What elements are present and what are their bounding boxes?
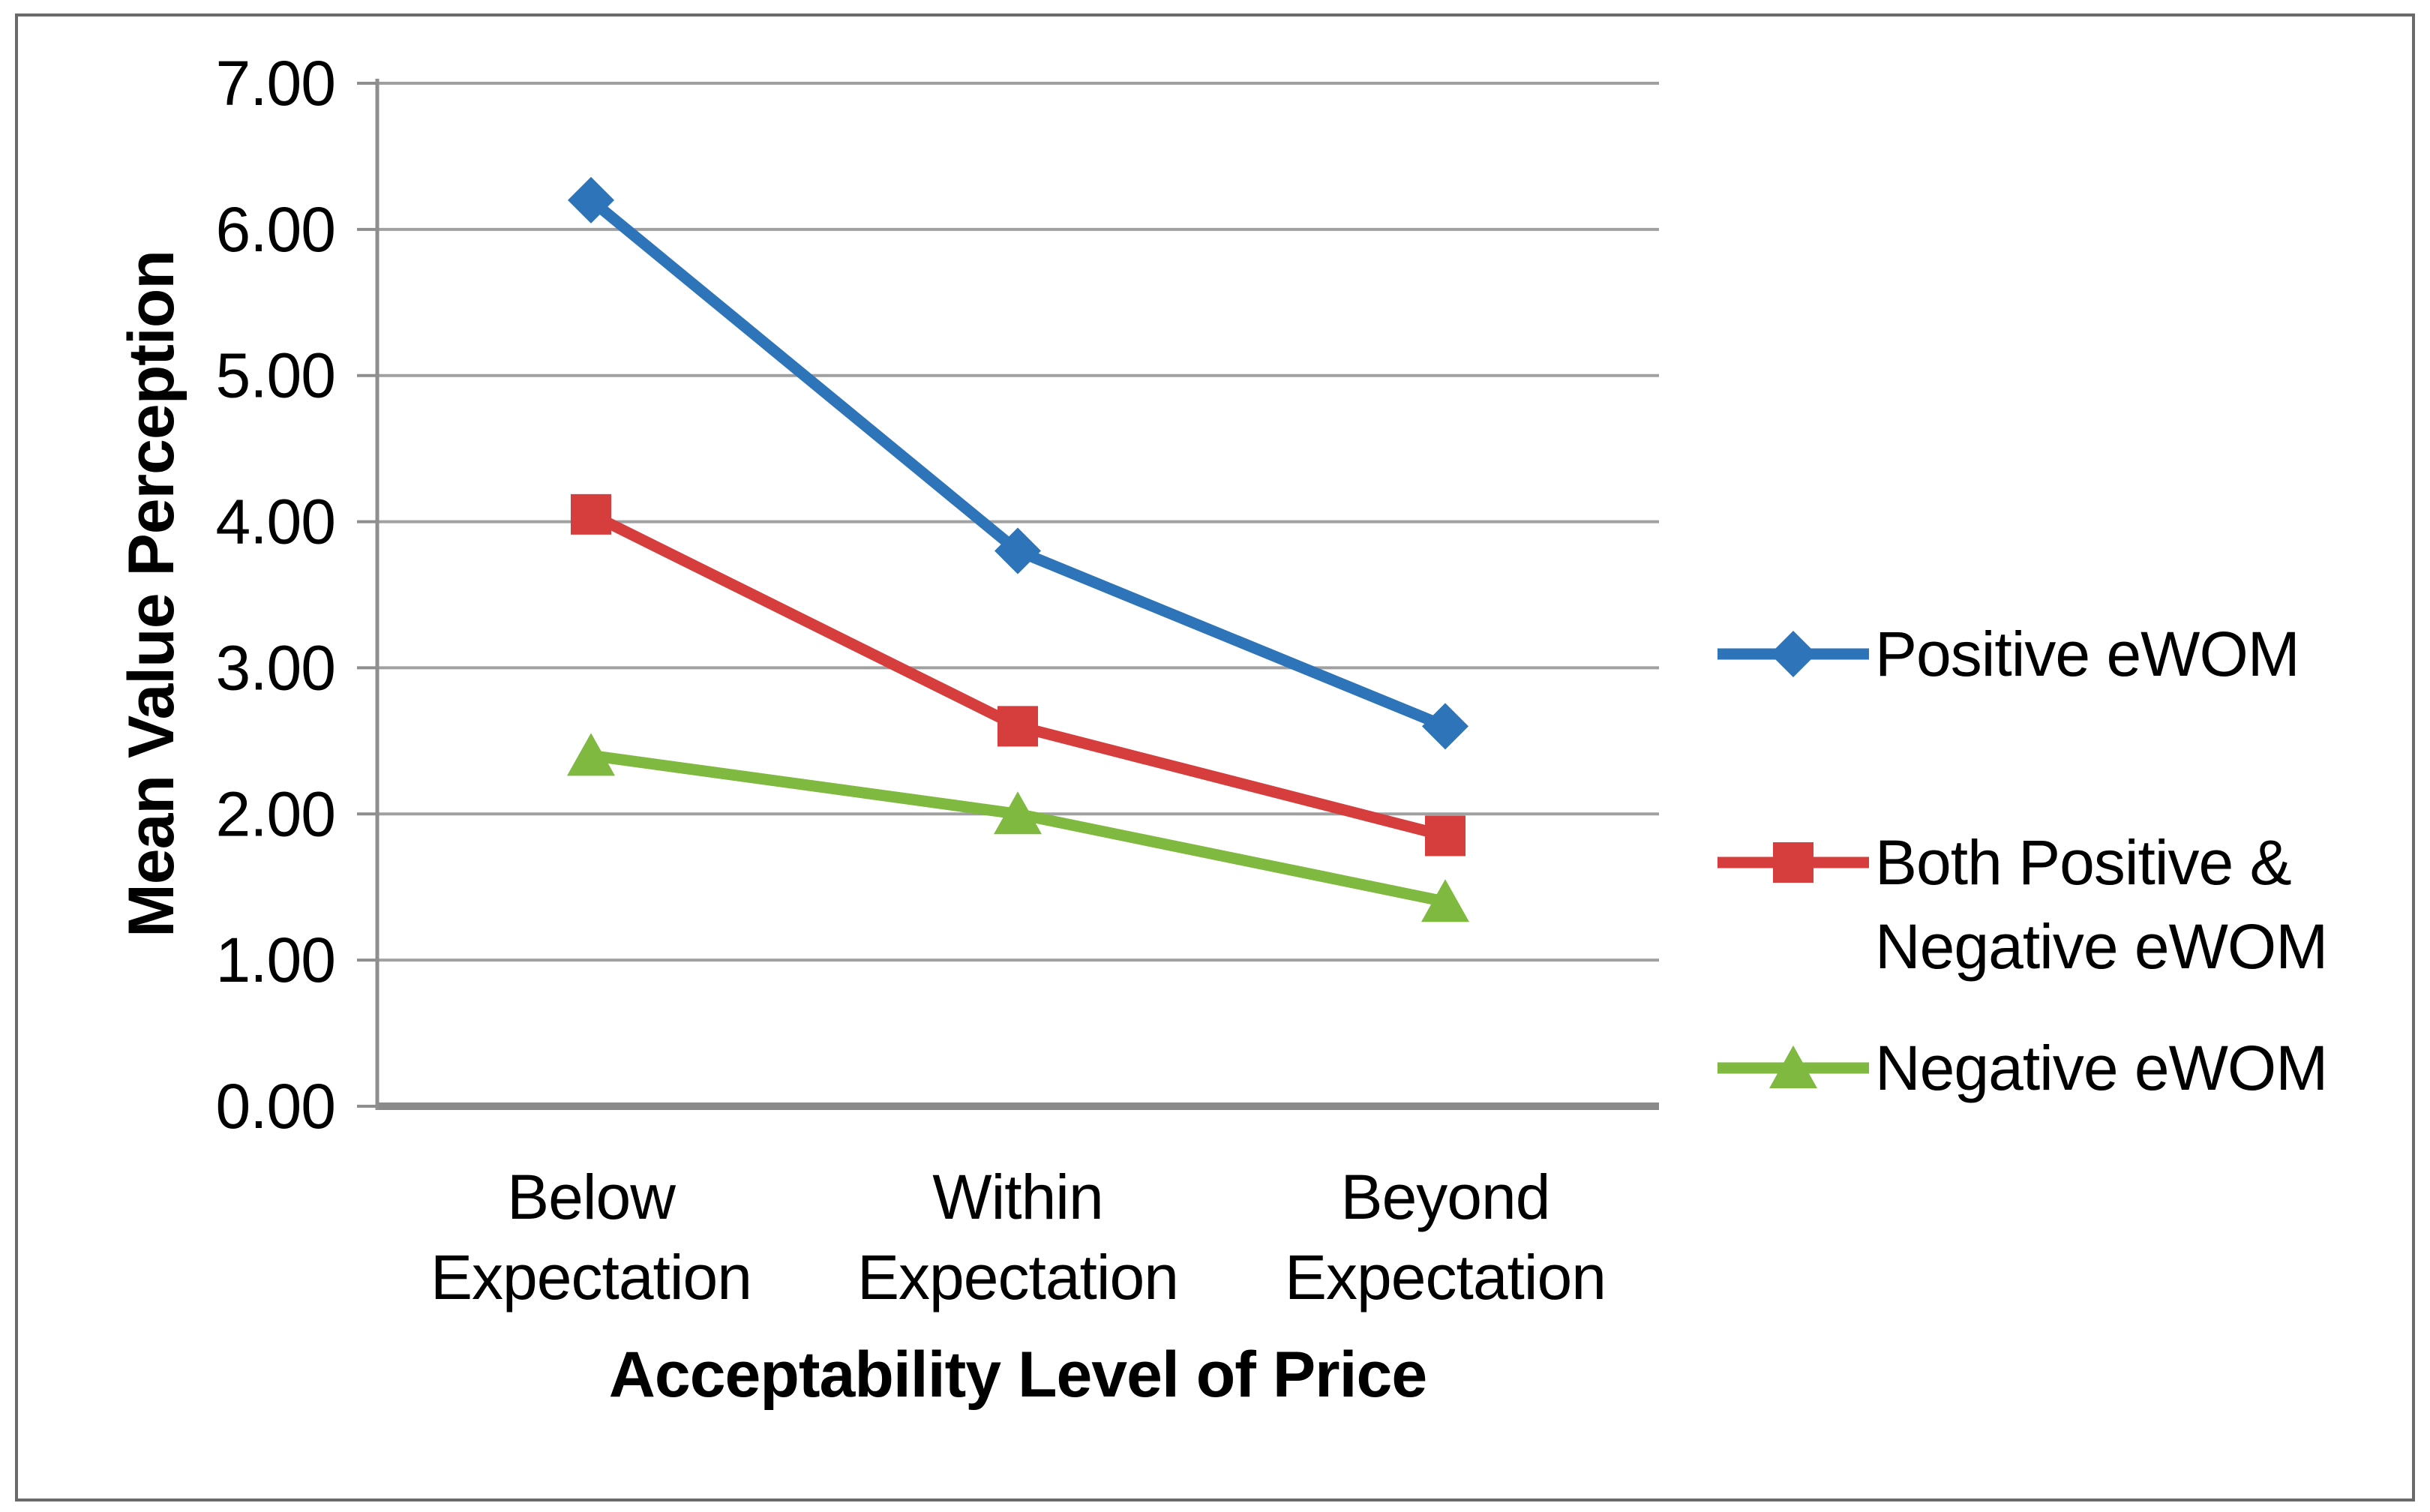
series-square [571,494,1466,856]
chart-outer-border [15,14,2415,1502]
y-tick-label: 5.00 [216,340,336,411]
gridlines [377,82,1659,1110]
legend-label: Both Positive & [1875,827,2291,898]
y-tick-label: 0.00 [216,1071,336,1142]
x-category-label: Below [507,1162,676,1232]
data-point-marker [994,791,1042,835]
x-axis-category-labels: Below Expectation Within Expectation Beyond E… [430,1162,1606,1312]
legend: Positive eWOM Both Positive & Negative eWO… [1718,619,2328,1103]
y-tick-label: 3.00 [216,632,336,703]
legend-marker-square [1773,842,1814,883]
axes [357,79,380,1110]
y-tick-label: 6.00 [216,194,336,265]
x-category-label: Beyond [1341,1162,1550,1232]
y-axis-title: Mean Value Perception [116,250,188,938]
y-tick-label: 4.00 [216,487,336,557]
legend-entry: Positive eWOM [1718,619,2300,689]
y-tick-label: 1.00 [216,925,336,995]
legend-label: Negative eWOM [1875,1033,2327,1103]
data-point-marker [1422,703,1468,750]
legend-marker-triangle [1769,1046,1817,1088]
data-point-marker [571,494,611,535]
data-point-marker [567,733,615,776]
y-axis-tick-labels: 0.00 1.00 2.00 3.00 4.00 5.00 6.00 7.00 [216,48,337,1142]
x-axis-title: Acceptability Level of Price [609,1339,1426,1411]
legend-label: Positive eWOM [1875,619,2300,689]
y-tick-label: 2.00 [216,778,336,849]
series-diamond [568,176,1468,750]
y-tick-label: 7.00 [216,48,336,118]
series-triangle [567,733,1469,922]
data-point-marker [998,706,1038,747]
x-category-label: Expectation [857,1242,1178,1312]
x-category-label: Expectation [1285,1242,1606,1312]
data-point-marker [994,527,1041,574]
legend-entry: Both Positive & Negative eWOM [1718,827,2328,982]
series-line [585,194,1451,732]
legend-entry: Negative eWOM [1718,1033,2328,1103]
x-category-label: Within [932,1162,1102,1232]
data-point-marker [1425,815,1466,856]
x-category-label: Expectation [430,1242,752,1312]
data-point-marker [1421,879,1469,922]
legend-marker-diamond [1770,631,1816,677]
legend-label: Negative eWOM [1875,911,2327,982]
data-series [567,176,1469,922]
data-point-marker [568,176,614,224]
